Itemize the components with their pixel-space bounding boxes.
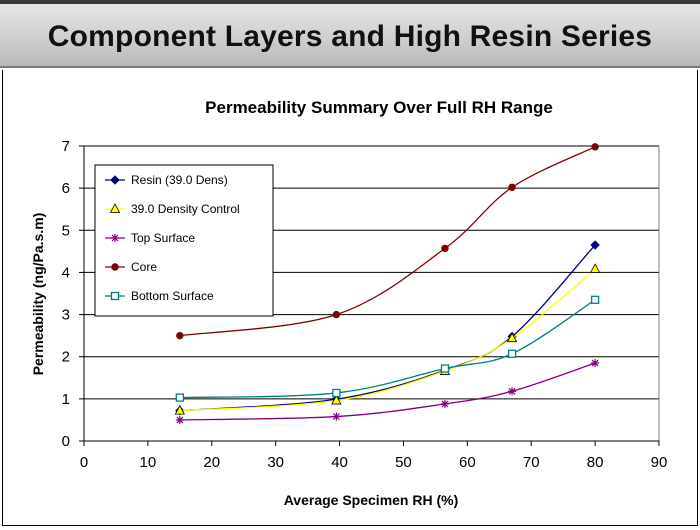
marker-star-stroke — [176, 416, 184, 424]
marker-star — [111, 234, 119, 242]
series-layer — [174, 143, 601, 424]
x-tick-label: 40 — [331, 454, 348, 471]
y-axis-label: Permeability (ng/Pa.s.m) — [30, 213, 46, 376]
marker-square — [440, 364, 450, 373]
marker-star-stroke — [332, 413, 340, 420]
y-tick-label: 3 — [62, 307, 70, 324]
x-tick-label: 20 — [203, 454, 220, 471]
legend-label: Top Surface — [131, 231, 195, 245]
marker-circle — [111, 263, 119, 271]
legend-item: 39.0 Density Control — [105, 202, 240, 216]
marker-circle — [591, 143, 599, 151]
marker-circle — [441, 244, 449, 253]
marker-triangle — [506, 332, 518, 343]
marker-star-stroke — [111, 234, 119, 242]
series-bottom-surface — [175, 295, 600, 402]
series-line — [179, 146, 596, 337]
marker-diamond — [110, 175, 120, 185]
legend-item: Top Surface — [105, 231, 195, 245]
y-tick-label: 6 — [62, 180, 70, 197]
x-tick-label: 10 — [140, 454, 157, 471]
marker-triangle — [331, 394, 342, 405]
x-tick-label: 80 — [587, 454, 604, 471]
legend: Resin (39.0 Dens) 39.0 Density Control Top… — [94, 164, 274, 317]
chart-title: Permeability Summary Over Full RH Range — [205, 98, 553, 117]
legend-label: Resin (39.0 Dens) — [131, 173, 228, 187]
x-tick-label: 30 — [267, 454, 284, 471]
legend-label: 39.0 Density Control — [131, 202, 240, 216]
marker-square — [590, 295, 600, 304]
legend-item: Bottom Surface — [105, 289, 214, 303]
marker-square — [175, 393, 184, 402]
slide-header: Component Layers and High Resin Series — [0, 0, 700, 68]
legend-item: Core — [105, 260, 157, 274]
marker-square — [507, 349, 517, 358]
y-tick-label: 5 — [62, 222, 70, 239]
marker-square — [110, 291, 120, 301]
y-tick-label: 4 — [62, 264, 70, 281]
marker-star-stroke — [508, 387, 516, 395]
marker-star — [508, 387, 517, 396]
marker-star — [332, 412, 341, 421]
permeability-chart: Permeability Summary Over Full RH Range … — [30, 98, 668, 508]
x-tick-label: 60 — [459, 454, 476, 471]
marker-star-stroke — [441, 400, 449, 408]
marker-triangle — [109, 203, 121, 213]
marker-star — [591, 359, 600, 368]
marker-circle — [332, 310, 341, 319]
x-tick-label: 50 — [395, 454, 412, 471]
series-line — [179, 268, 596, 412]
axes — [79, 145, 660, 446]
y-tick-label: 7 — [62, 138, 70, 155]
x-tick-label: 90 — [651, 454, 668, 471]
marker-star — [440, 399, 449, 408]
marker-square — [332, 388, 341, 398]
x-axis-label: Average Specimen RH (%) — [284, 492, 459, 508]
marker-star-stroke — [591, 359, 599, 367]
legend-label: Core — [131, 260, 157, 274]
legend-item: Resin (39.0 Dens) — [105, 173, 228, 187]
slide-title: Component Layers and High Resin Series — [47, 20, 653, 53]
series-line — [179, 362, 596, 421]
marker-triangle — [589, 263, 601, 273]
chart-area: Permeability Summary Over Full RH Range … — [2, 70, 698, 526]
marker-diamond — [590, 240, 600, 250]
y-tick-label: 1 — [62, 391, 70, 408]
legend-box — [94, 164, 274, 317]
y-tick-labels: 0 1 2 3 4 5 6 7 — [62, 138, 70, 450]
series-top-surface — [175, 359, 600, 424]
marker-triangle — [174, 404, 185, 415]
x-tick-label: 70 — [523, 454, 540, 471]
y-tick-label: 2 — [62, 349, 70, 366]
legend-label: Bottom Surface — [131, 289, 214, 303]
x-tick-labels: 0 10 20 30 40 50 60 70 80 90 — [80, 454, 668, 471]
marker-star — [175, 415, 184, 424]
series-core — [176, 143, 599, 340]
marker-circle — [176, 331, 184, 340]
marker-circle — [508, 183, 516, 192]
y-tick-label: 0 — [62, 433, 70, 450]
x-tick-label: 0 — [80, 454, 88, 471]
series-line — [179, 299, 596, 399]
